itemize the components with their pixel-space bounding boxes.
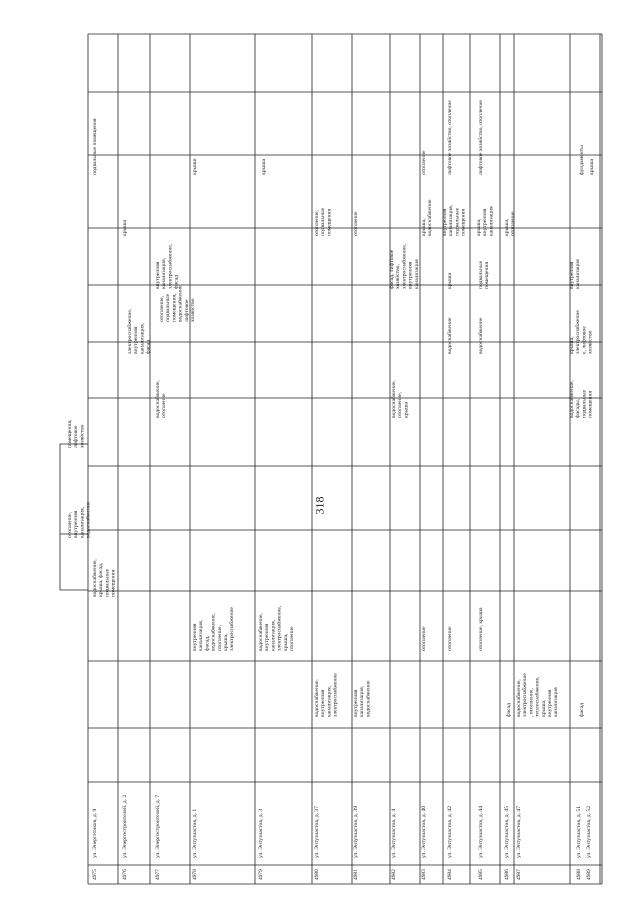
row-address: ул. Энтузиастов, д. 51: [576, 806, 582, 858]
row-number: 4985: [478, 869, 484, 880]
row-address: ул. Энтузиастов, д. 42: [447, 806, 453, 858]
row-number: 4988: [576, 869, 582, 880]
row-number: 4979: [258, 869, 264, 880]
row-address: ул. Энтузиастов, д. 47: [516, 806, 522, 858]
row-number: 4986: [504, 869, 510, 880]
row-address: ул. Энергетиков, д. 9: [92, 808, 98, 858]
cell-text: водоснабжение,внутренняяканализация,элек…: [313, 673, 339, 717]
cell-text: отопление,подвальныепомещения,водоснабже…: [159, 284, 196, 322]
row-address: ул. Энтузиастов, д. 44: [478, 806, 484, 858]
cell-text: отопление: [353, 211, 359, 236]
row-number: 4976: [122, 869, 128, 880]
cell-text: водоснабжение,отопление: [154, 380, 167, 418]
row-address: ул. Энтузиастов, д. 37: [314, 806, 320, 858]
cell-text: лифтовое хозяйство, отопление: [446, 100, 453, 175]
row-number: 4984: [447, 869, 453, 880]
cell-text: крыши: [192, 158, 198, 175]
row-address: ул. Энтузиастов, д. 3: [258, 809, 264, 858]
cell-text: водоснабжение,фасады,подвальныепомещения: [568, 380, 594, 418]
cell-text: внутренняяканализация: [569, 259, 581, 289]
cell-text: крыша,водоснабжение: [421, 199, 433, 236]
row-number: 4978: [192, 869, 198, 880]
row-number: 4987: [516, 869, 522, 880]
row-address: ул. Энтузиастов, д. 4: [391, 809, 397, 858]
cell-text: лифтовое хозяйство, отопление: [477, 100, 484, 175]
cell-text: крыша: [589, 158, 595, 175]
cell-text: подвальныепомещения: [478, 260, 490, 289]
row-address: ул. Энергостроителей, д. 7: [154, 795, 161, 858]
cell-text: крыша: [261, 158, 267, 175]
cell-text: водоснабжение: [477, 317, 484, 354]
cell-text: подвальные помещения: [92, 118, 98, 175]
cell-text: крыша,электроснабжениее, лифтовоехозяйст…: [569, 310, 594, 354]
cell-text: электроснабжение,внутренняяканализация,ф…: [126, 308, 152, 354]
cell-text: водоснабжение,отопление,крыша: [390, 380, 409, 418]
row-number: 4980: [314, 869, 320, 880]
cell-text: отопление,внутренняяканализация,водоснаб…: [67, 501, 92, 538]
cell-text: фасад: [505, 703, 512, 717]
cell-text: крыша,внутренняяканализация: [476, 206, 494, 236]
cell-text: водоснабжение: [446, 317, 453, 354]
cell-text: отопление: [421, 150, 427, 175]
cell-text: водоснабжение,внутренняяканализация,элек…: [257, 605, 295, 651]
cell-text: отопление: [421, 626, 427, 651]
cell-text: крыша: [447, 272, 453, 289]
row-address: ул. Энтузиастов, д. 40: [421, 806, 427, 858]
cell-texts: подвальные помещения отопление,внутренняя…: [67, 100, 595, 717]
cell-text: фундаменты: [578, 145, 585, 175]
row-address: ул. Энтузиастов, д. 39: [353, 806, 359, 858]
row-number: 4981: [353, 869, 359, 880]
cell-text: отопление: [447, 626, 453, 651]
row-labels: 4975 ул. Энергетиков, д. 9 4976 ул. Энергос…: [92, 795, 592, 880]
table-grid: [59, 33, 603, 885]
cell-text: фасад: [578, 703, 585, 717]
cell-text: отопление,подвальныепомещения: [314, 207, 332, 236]
cell-text: помещения,лифтовоехозяйство: [67, 419, 85, 448]
cell-text: отопление, крыша: [478, 607, 484, 651]
row-address: ул. Энтузиастов, д. 52: [586, 806, 592, 858]
row-address: ул. Энтузиастов, д. 1: [192, 809, 198, 858]
cell-text: внутренняяканализация,фасад,водоснабжени…: [192, 607, 235, 651]
row-number: 4983: [421, 869, 427, 880]
cell-text: водоснабжение,электроснабжение, отоплени…: [515, 673, 559, 717]
cell-text: крыша: [122, 219, 128, 236]
row-address: ул. Энергостроителей, д. 2: [121, 795, 128, 858]
row-number: 4975: [92, 869, 98, 880]
row-number: 4977: [155, 869, 161, 880]
row-number: 4982: [391, 869, 397, 880]
cell-text: внутренняяканализация,электроснабжение,ф…: [155, 243, 180, 289]
cell-text: крыша,отопление: [504, 211, 516, 236]
cell-text: внутренняяканализация,водоснабжение: [353, 680, 371, 717]
cell-text: внутренняяканализация,подвальныепомещени…: [442, 204, 467, 236]
row-address: ул. Энтузиастов, д. 45: [504, 806, 510, 858]
cell-text: водоснабжение,крыша, фасад,подвальныепом…: [91, 559, 117, 597]
row-number: 4989: [586, 869, 592, 880]
cell-text: фасад, лифтовоехозяйство,электроснабжени…: [388, 243, 420, 289]
